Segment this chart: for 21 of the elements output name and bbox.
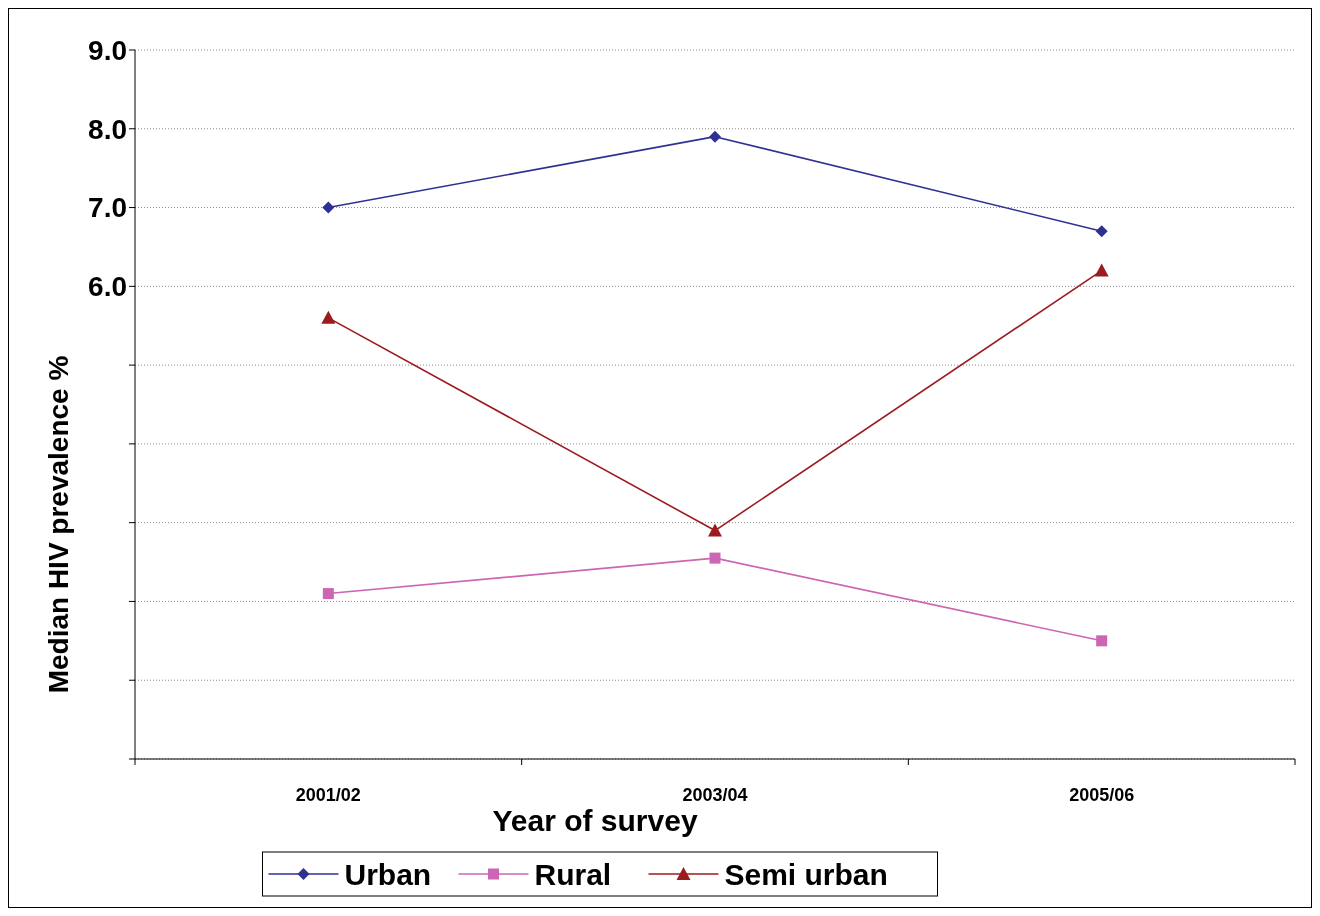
x-tick-label: 2001/02 [295, 785, 361, 805]
y-tick-label: 9.0 [88, 34, 127, 66]
point [322, 588, 334, 600]
point [709, 130, 721, 143]
point [322, 201, 335, 214]
point [1095, 225, 1108, 238]
x-tick-label: 2003/04 [682, 785, 748, 805]
legend-label: Rural [534, 857, 612, 891]
legend-label: Semi urban [724, 857, 888, 891]
point [1094, 263, 1109, 277]
point [1096, 635, 1108, 647]
point [709, 552, 721, 564]
x-axis-title: Year of survey [492, 804, 698, 837]
y-axis-title: Median HIV prevalence % [43, 355, 74, 694]
x-tick-label: 2005/06 [1069, 785, 1135, 805]
y-tick-label: 7.0 [88, 192, 127, 224]
y-tick-label: 6.0 [88, 271, 127, 303]
legend-label: Urban [344, 857, 432, 891]
point [321, 310, 336, 324]
point [708, 523, 722, 537]
y-tick-label: 8.0 [88, 113, 127, 145]
